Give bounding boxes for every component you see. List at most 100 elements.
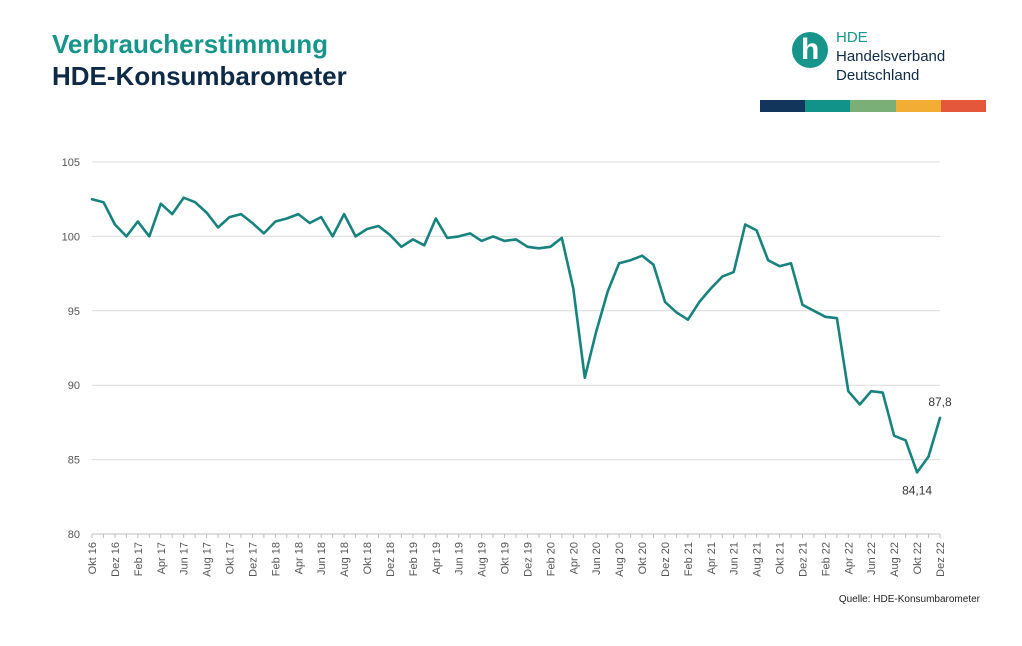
data-point — [125, 235, 127, 237]
data-point — [755, 229, 757, 231]
x-tick-label: Feb 19 — [408, 542, 420, 576]
data-point — [469, 232, 471, 234]
hde-h-logo-icon: h — [792, 32, 828, 68]
data-point — [274, 220, 276, 222]
data-point — [561, 237, 563, 239]
data-point — [435, 217, 437, 219]
x-tick-label: Dez 20 — [660, 542, 672, 577]
x-tick-label: Dez 21 — [797, 542, 809, 577]
logo-text: HDE Handelsverband Deutschland — [836, 28, 945, 85]
data-point — [584, 377, 586, 379]
x-tick-label: Apr 20 — [568, 542, 580, 574]
data-point — [102, 201, 104, 203]
data-point — [194, 201, 196, 203]
x-tick-label: Jun 18 — [316, 542, 328, 575]
data-point — [297, 213, 299, 215]
data-point — [286, 217, 288, 219]
data-point — [526, 246, 528, 248]
x-tick-label: Dez 19 — [522, 542, 534, 577]
data-point — [354, 235, 356, 237]
x-tick-label: Aug 19 — [477, 542, 489, 577]
x-tick-label: Apr 22 — [843, 542, 855, 574]
data-point — [721, 275, 723, 277]
data-point — [801, 304, 803, 306]
data-label: 84,14 — [902, 483, 932, 497]
data-point — [595, 330, 597, 332]
series-line — [90, 196, 942, 474]
data-point — [893, 435, 895, 437]
x-tick-label: Aug 21 — [752, 542, 764, 577]
data-point — [320, 216, 322, 218]
data-point — [480, 240, 482, 242]
data-point — [389, 234, 391, 236]
title-line-1: Verbraucherstimmung — [52, 29, 328, 59]
data-point — [182, 197, 184, 199]
data-point — [171, 213, 173, 215]
y-tick-label: 100 — [62, 231, 80, 243]
data-point — [664, 301, 666, 303]
data-point — [412, 238, 414, 240]
brand-color-stripe — [760, 100, 987, 112]
data-point — [114, 223, 116, 225]
data-point — [606, 290, 608, 292]
y-tick-label: 85 — [68, 455, 80, 467]
x-tick-label: Jun 17 — [179, 542, 191, 575]
data-point — [538, 247, 540, 249]
x-tick-label: Dez 22 — [935, 542, 947, 577]
data-point — [698, 301, 700, 303]
y-tick-label: 105 — [62, 157, 80, 169]
stripe-segment-1 — [760, 100, 806, 112]
data-point — [710, 287, 712, 289]
y-tick-label: 95 — [68, 306, 80, 318]
x-tick-label: Apr 21 — [706, 542, 718, 574]
data-point — [927, 455, 929, 457]
stripe-segment-5 — [940, 100, 987, 112]
data-point — [629, 259, 631, 261]
x-tick-label: Aug 20 — [614, 542, 626, 577]
x-tick-label: Okt 21 — [775, 542, 787, 574]
page-title: Verbraucherstimmung HDE-Konsumbarometer — [52, 28, 347, 92]
data-point — [309, 222, 311, 224]
data-point — [160, 202, 162, 204]
data-point — [331, 235, 333, 237]
data-point — [217, 226, 219, 228]
data-point — [859, 403, 861, 405]
data-point — [824, 316, 826, 318]
x-tick-label: Okt 16 — [87, 542, 99, 574]
data-point — [458, 235, 460, 237]
x-tick-label: Feb 17 — [133, 542, 145, 576]
x-tick-label: Feb 20 — [545, 542, 557, 576]
x-tick-label: Feb 18 — [270, 542, 282, 576]
data-point — [400, 246, 402, 248]
x-tick-label: Okt 20 — [637, 542, 649, 574]
data-point — [870, 390, 872, 392]
data-point — [503, 240, 505, 242]
data-point — [652, 263, 654, 265]
logo-abbr: HDE — [836, 29, 868, 46]
stripe-segment-4 — [895, 100, 941, 112]
data-point — [549, 246, 551, 248]
data-point — [366, 228, 368, 230]
data-point — [813, 310, 815, 312]
x-tick-label: Feb 22 — [820, 542, 832, 576]
data-point — [767, 259, 769, 261]
data-point — [744, 223, 746, 225]
data-point — [836, 317, 838, 319]
y-tick-label: 90 — [68, 380, 80, 392]
x-tick-label: Apr 18 — [293, 542, 305, 574]
data-point — [137, 220, 139, 222]
data-point — [515, 238, 517, 240]
x-tick-label: Aug 18 — [339, 542, 351, 577]
x-tick-label: Jun 20 — [591, 542, 603, 575]
y-tick-label: 80 — [68, 529, 80, 541]
x-tick-label: Apr 19 — [431, 542, 443, 574]
x-tick-label: Apr 17 — [156, 542, 168, 574]
logo-name-line-1: Handelsverband — [836, 48, 946, 65]
data-point — [641, 255, 643, 257]
data-point — [790, 262, 792, 264]
data-point — [251, 222, 253, 224]
x-tick-label: Okt 17 — [225, 542, 237, 574]
data-point — [492, 235, 494, 237]
data-point — [572, 287, 574, 289]
